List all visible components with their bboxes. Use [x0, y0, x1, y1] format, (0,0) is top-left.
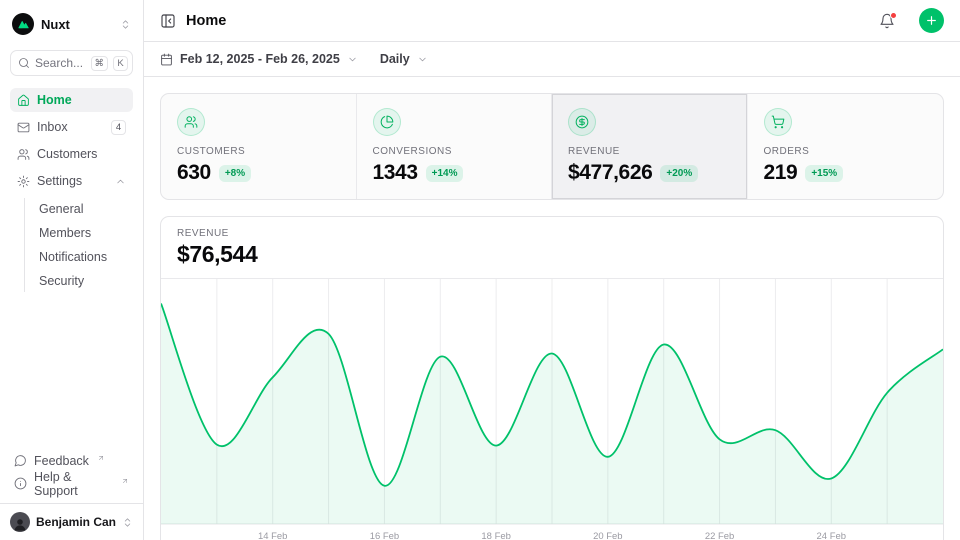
stat-card-revenue[interactable]: REVENUE $477,626 +20% [552, 94, 748, 199]
notification-dot [890, 11, 897, 19]
change-badge: +20% [660, 164, 699, 182]
collapse-sidebar-button[interactable] [160, 13, 176, 29]
search-icon [18, 57, 30, 69]
svg-text:14 Feb: 14 Feb [258, 531, 287, 540]
sidebar-item-general[interactable]: General [39, 202, 84, 216]
sidebar-item-members[interactable]: Members [39, 226, 92, 240]
calendar-icon [160, 53, 173, 66]
kbd-cmd: ⌘ [90, 55, 108, 71]
external-link-icon [97, 454, 105, 462]
chart-label: REVENUE [177, 228, 229, 239]
search-placeholder: Search... [35, 56, 84, 70]
user-menu[interactable]: Benjamin Canac [0, 503, 143, 540]
chat-bubble-icon [14, 454, 27, 467]
chart-value: $76,544 [177, 241, 258, 267]
help-support-link[interactable]: Help & Support [10, 470, 133, 498]
stat-card-orders[interactable]: ORDERS 219 +15% [748, 94, 944, 199]
stats-strip: CUSTOMERS 630 +8% CONVERSIONS 1343 +14% [160, 93, 944, 200]
stat-value: 630 [177, 161, 211, 184]
workspace-switcher[interactable]: Nuxt [10, 10, 133, 36]
stat-value: 219 [763, 161, 798, 184]
interval-select[interactable]: Daily [380, 52, 428, 66]
sidebar-item-settings[interactable]: Settings [10, 169, 133, 193]
top-navbar: Home [144, 0, 960, 42]
sidebar-footer: Feedback Help & Support Benjamin Canac [0, 449, 143, 540]
dashboard-content: CUSTOMERS 630 +8% CONVERSIONS 1343 +14% [144, 77, 960, 540]
user-name: Benjamin Canac [36, 515, 116, 529]
svg-text:18 Feb: 18 Feb [481, 531, 510, 540]
svg-text:16 Feb: 16 Feb [370, 531, 399, 540]
dollar-circle-icon [568, 108, 596, 136]
filters-toolbar: Feb 12, 2025 - Feb 26, 2025 Daily [144, 42, 960, 77]
stat-card-customers[interactable]: CUSTOMERS 630 +8% [161, 94, 357, 199]
svg-text:24 Feb: 24 Feb [817, 531, 846, 540]
change-badge: +15% [805, 164, 844, 182]
chevron-down-icon [417, 54, 428, 65]
users-icon [177, 108, 205, 136]
sidebar-item-notifications[interactable]: Notifications [39, 250, 108, 264]
inbox-count-badge: 4 [111, 119, 126, 135]
chart-header: REVENUE $76,544 [161, 217, 943, 279]
revenue-area-chart: 14 Feb 16 Feb 18 Feb 20 Feb 22 Feb 24 Feb [161, 279, 943, 540]
external-link-icon [121, 477, 129, 485]
change-badge: +8% [218, 164, 252, 182]
date-range-picker[interactable]: Feb 12, 2025 - Feb 26, 2025 [160, 52, 358, 66]
sidebar-item-inbox[interactable]: Inbox 4 [10, 115, 133, 139]
change-badge: +14% [425, 164, 464, 182]
pie-chart-icon [372, 108, 401, 136]
notifications-button[interactable] [879, 11, 897, 29]
sidebar: Nuxt Search... ⌘ K Home [0, 0, 144, 540]
stat-card-conversions[interactable]: CONVERSIONS 1343 +14% [357, 94, 552, 199]
avatar [10, 512, 30, 532]
sidebar-nav: Home Inbox 4 Customers Settings [10, 88, 133, 292]
search-input[interactable]: Search... ⌘ K [10, 50, 133, 76]
sidebar-item-home[interactable]: Home [10, 88, 133, 112]
feedback-link[interactable]: Feedback [10, 449, 133, 472]
stat-value: $477,626 [568, 161, 653, 184]
revenue-chart-card: REVENUE $76,544 14 Feb 16 Feb 18 Feb 20 Feb… [160, 216, 944, 540]
svg-text:20 Feb: 20 Feb [593, 531, 622, 540]
page-title: Home [186, 12, 227, 29]
svg-text:22 Feb: 22 Feb [705, 531, 734, 540]
chevron-down-icon [347, 54, 358, 65]
workspace-name: Nuxt [41, 16, 70, 32]
chevron-up-icon [115, 176, 126, 187]
kbd-k: K [113, 55, 128, 71]
add-button[interactable] [919, 8, 944, 33]
stat-value: 1343 [372, 161, 419, 184]
chevrons-up-down-icon [122, 517, 133, 528]
sidebar-item-customers[interactable]: Customers [10, 142, 133, 166]
chevrons-up-down-icon [120, 19, 131, 30]
home-icon [17, 94, 30, 107]
inbox-icon [17, 121, 30, 134]
info-circle-icon [14, 477, 27, 490]
gear-icon [17, 175, 30, 188]
users-icon [17, 148, 30, 161]
sidebar-item-security[interactable]: Security [39, 274, 85, 288]
nuxt-logo-icon [12, 13, 34, 35]
main-area: Home Feb 12, 2025 - Feb 26, 2025 Daily [144, 0, 960, 540]
cart-icon [763, 108, 792, 136]
settings-subnav: General Members Notifications Security [24, 198, 133, 292]
